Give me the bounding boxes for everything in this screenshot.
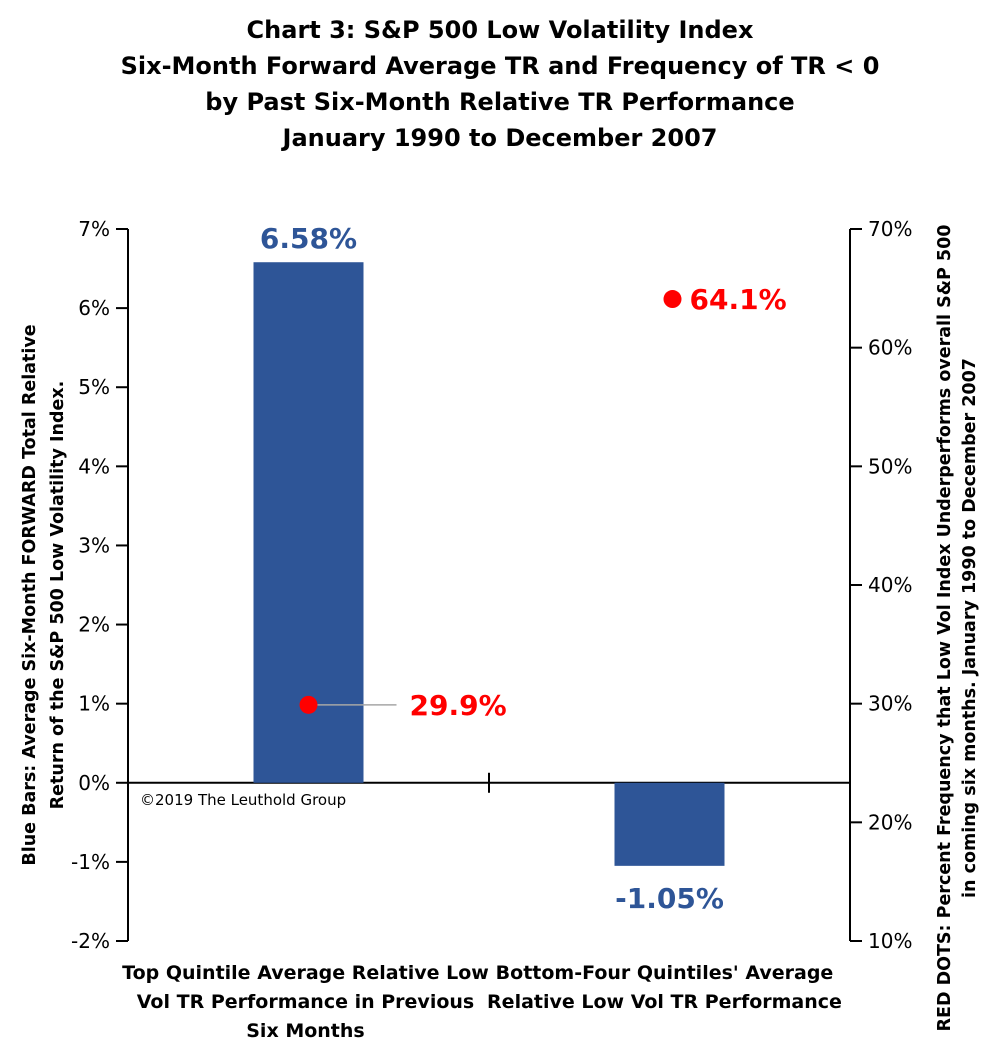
- bar-label-0: 6.58%: [260, 222, 357, 255]
- left-tick-label: 2%: [78, 613, 110, 637]
- bar-label-1: -1.05%: [615, 882, 724, 915]
- dot-1: [663, 290, 682, 309]
- title-line-2: by Past Six-Month Relative TR Performanc…: [205, 88, 794, 116]
- left-tick-label: 7%: [78, 217, 110, 241]
- copyright-note: ©2019 The Leuthold Group: [140, 791, 346, 809]
- left-tick-label: -2%: [71, 929, 110, 953]
- category-label-0-line-2: Six Months: [246, 1020, 364, 1042]
- right-tick-label: 20%: [868, 810, 912, 834]
- title-line-1: Six-Month Forward Average TR and Frequen…: [121, 52, 880, 80]
- left-tick-label: 5%: [78, 375, 110, 399]
- right-tick-label: 40%: [868, 573, 912, 597]
- right-tick-label: 60%: [868, 336, 912, 360]
- axis-titles: Blue Bars: Average Six-Month FORWARD Tot…: [20, 225, 980, 1032]
- right-tick-label: 50%: [868, 454, 912, 478]
- right-axis-title-line-1: in coming six months. January 1990 to De…: [960, 358, 980, 898]
- bars: 6.58% -1.05%: [253, 222, 725, 915]
- dots: 29.9% 64.1%: [299, 283, 787, 722]
- dot-0: [299, 695, 318, 714]
- left-tick-label: 3%: [78, 533, 110, 557]
- left-tick-label: 0%: [78, 771, 110, 795]
- category-label-0-line-0: Top Quintile Average Relative Low: [122, 962, 489, 984]
- left-tick-label: 4%: [78, 454, 110, 478]
- dot-label-1: 64.1%: [690, 283, 787, 316]
- left-tick-label: 1%: [78, 692, 110, 716]
- title-line-0: Chart 3: S&P 500 Low Volatility Index: [247, 16, 754, 44]
- category-label-1-line-0: Bottom-Four Quintiles' Average: [496, 962, 834, 984]
- left-axis-title-line-0: Blue Bars: Average Six-Month FORWARD Tot…: [20, 324, 40, 865]
- axes: [127, 229, 851, 941]
- right-axis-ticks: 10% 20% 30% 40% 50% 60% 70%: [850, 217, 912, 953]
- bar-1: [614, 782, 725, 866]
- right-axis-title-line-0: RED DOTS: Percent Frequency that Low Vol…: [935, 225, 955, 1032]
- right-tick-label: 30%: [868, 692, 912, 716]
- left-axis-title-line-1: Return of the S&P 500 Low Volatility Ind…: [48, 381, 68, 810]
- left-tick-label: -1%: [71, 850, 110, 874]
- left-tick-label: 6%: [78, 296, 110, 320]
- category-label-0-line-1: Vol TR Performance in Previous: [137, 991, 474, 1013]
- title-line-3: January 1990 to December 2007: [281, 124, 718, 152]
- left-axis-ticks: -2% -1% 0% 1% 2% 3% 4% 5% 6% 7%: [71, 217, 128, 953]
- right-tick-label: 10%: [868, 929, 912, 953]
- chart-title: Chart 3: S&P 500 Low Volatility Index Six…: [121, 16, 880, 152]
- dot-label-0: 29.9%: [410, 689, 507, 722]
- right-tick-label: 70%: [868, 217, 912, 241]
- category-label-1-line-1: Relative Low Vol TR Performance: [487, 991, 842, 1013]
- category-labels: Top Quintile Average Relative Low Vol TR …: [122, 962, 842, 1042]
